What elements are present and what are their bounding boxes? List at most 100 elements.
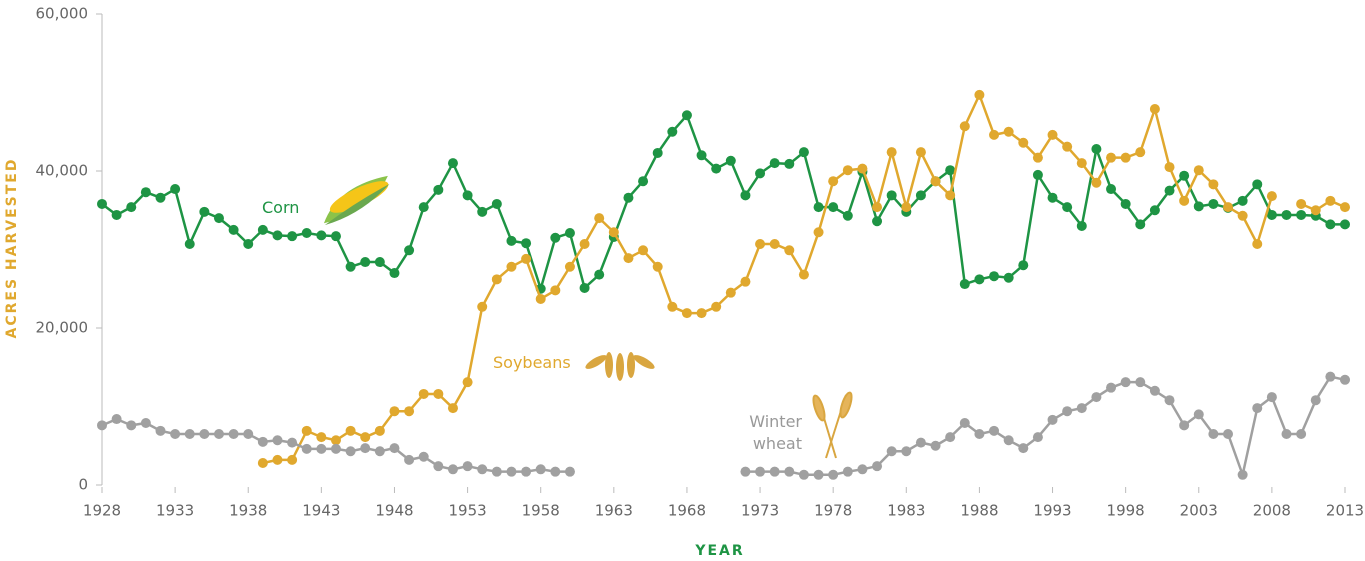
data-point [579, 282, 590, 293]
data-point [1120, 152, 1131, 163]
data-point [170, 184, 181, 195]
data-point [550, 285, 561, 296]
data-point [1340, 202, 1350, 213]
data-point [1325, 195, 1336, 206]
data-point [1003, 272, 1014, 283]
data-point [1091, 392, 1102, 403]
data-point [857, 163, 868, 174]
data-point [506, 466, 517, 477]
data-point [901, 202, 912, 213]
data-point [798, 469, 809, 480]
data-point [491, 466, 502, 477]
data-point [652, 147, 663, 158]
data-point [418, 388, 429, 399]
data-point [784, 466, 795, 477]
data-point [535, 293, 546, 304]
data-point [447, 158, 458, 169]
data-point [1237, 469, 1248, 480]
data-point [330, 231, 341, 242]
corn-icon [323, 175, 390, 226]
data-point [1296, 198, 1307, 209]
data-point [623, 253, 634, 264]
x-tick-label: 1983 [887, 502, 925, 520]
data-point [784, 245, 795, 256]
data-point [1091, 144, 1102, 155]
data-point [842, 210, 853, 221]
x-tick-label: 1973 [741, 502, 779, 520]
data-point [959, 279, 970, 290]
data-point [1149, 385, 1160, 396]
data-point [769, 466, 780, 477]
data-point [360, 443, 371, 454]
data-point [404, 454, 415, 465]
data-point [828, 176, 839, 187]
winter-wheat-label: Winter wheat [749, 412, 802, 453]
data-point [564, 228, 575, 239]
data-point [945, 432, 956, 443]
data-point [155, 425, 166, 436]
data-point [418, 202, 429, 213]
data-point [1179, 195, 1190, 206]
data-point [740, 466, 751, 477]
data-point [287, 437, 298, 448]
data-point [301, 425, 312, 436]
data-point [1047, 192, 1058, 203]
x-tick-label: 1958 [522, 502, 560, 520]
data-point [477, 206, 488, 217]
data-point [1047, 414, 1058, 425]
data-point [1179, 420, 1190, 431]
data-point [755, 466, 766, 477]
data-point [1266, 392, 1277, 403]
data-point [243, 428, 254, 439]
data-point [257, 436, 268, 447]
data-point [784, 158, 795, 169]
data-point [1266, 209, 1277, 220]
data-point [462, 190, 473, 201]
data-point [1032, 432, 1043, 443]
data-point [374, 425, 385, 436]
data-point [140, 187, 151, 198]
data-point [199, 428, 210, 439]
data-point [711, 301, 722, 312]
x-tick-label: 1943 [302, 502, 340, 520]
data-point [930, 440, 941, 451]
data-point [872, 216, 883, 227]
data-point [740, 276, 751, 287]
data-point [1296, 209, 1307, 220]
data-point [1062, 202, 1073, 213]
x-tick-label: 1988 [960, 502, 998, 520]
data-point [184, 239, 195, 250]
x-tick-label: 1963 [595, 502, 633, 520]
data-point [711, 163, 722, 174]
data-point [594, 269, 605, 280]
data-point [989, 271, 1000, 282]
data-point [828, 202, 839, 213]
data-point [345, 261, 356, 272]
data-point [1310, 205, 1321, 216]
data-point [1018, 443, 1029, 454]
data-point [1325, 371, 1336, 382]
data-point [433, 184, 444, 195]
data-point [564, 261, 575, 272]
data-point [915, 190, 926, 201]
data-point [97, 198, 107, 209]
data-point [974, 428, 985, 439]
data-point [1018, 137, 1029, 148]
data-point [813, 469, 824, 480]
data-point [140, 417, 151, 428]
y-tick-label: 20,000 [36, 319, 89, 337]
data-point [1237, 195, 1248, 206]
data-point [316, 230, 327, 241]
data-point [1223, 428, 1234, 439]
data-point [989, 425, 1000, 436]
data-point [886, 190, 897, 201]
data-point [886, 147, 897, 158]
data-point [696, 150, 707, 161]
data-point [1208, 179, 1219, 190]
data-point [1032, 169, 1043, 180]
data-point [521, 253, 532, 264]
data-point [872, 202, 883, 213]
data-point [608, 227, 619, 238]
data-point [360, 432, 371, 443]
